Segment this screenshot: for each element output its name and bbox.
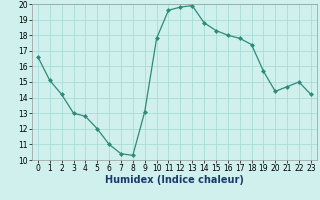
X-axis label: Humidex (Indice chaleur): Humidex (Indice chaleur) [105,175,244,185]
